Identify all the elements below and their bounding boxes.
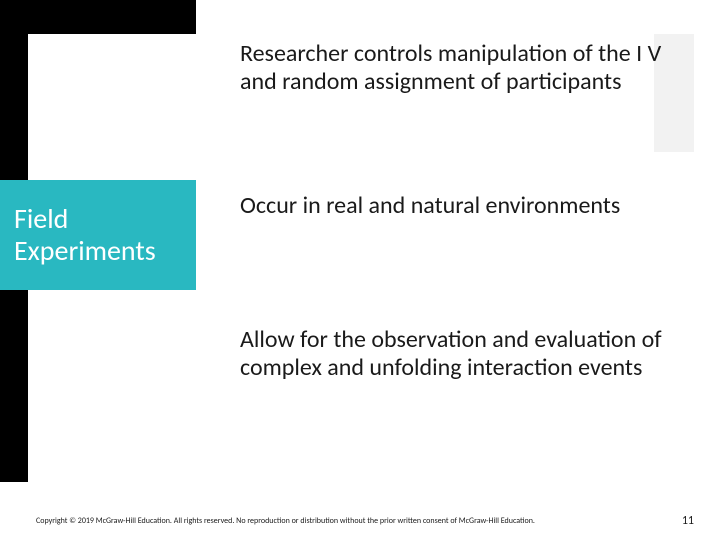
title-line1: Field bbox=[14, 201, 68, 236]
title-line2: Experiments bbox=[14, 233, 156, 268]
title-box: Field Experiments bbox=[0, 180, 196, 290]
bullet-2: Occur in real and natural environments bbox=[240, 192, 680, 220]
slide-title: Field Experiments bbox=[14, 203, 156, 267]
side-black-upper bbox=[0, 34, 28, 180]
page-number: 11 bbox=[682, 514, 694, 528]
copyright-footer: Copyright © 2019 McGraw-Hill Education. … bbox=[36, 516, 660, 526]
slide: Field Experiments Researcher controls ma… bbox=[0, 0, 720, 540]
bullet-3: Allow for the observation and evaluation… bbox=[240, 326, 680, 383]
bullet-1: Researcher controls manipulation of the … bbox=[240, 40, 680, 97]
side-black-lower bbox=[0, 290, 28, 482]
top-black-bar bbox=[0, 0, 196, 34]
